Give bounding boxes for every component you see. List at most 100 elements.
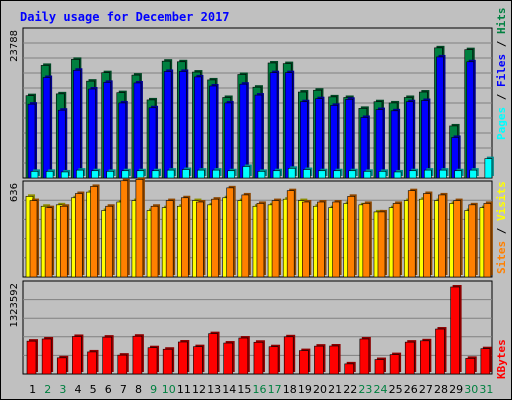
bar-pages-23-face: [363, 171, 372, 179]
y-max-label-kbytes: 1323592: [9, 283, 20, 328]
bar-files-27-face: [421, 100, 429, 179]
bar-kbytes-28-face: [435, 328, 445, 375]
bar-pages-6-face: [106, 171, 114, 179]
bar-sites-25-face: [392, 203, 401, 278]
bar-kbytes-12-face: [193, 346, 203, 375]
bar-files-28-face: [436, 56, 444, 179]
bar-pages-15: [242, 164, 252, 179]
bar-sites-27: [423, 191, 433, 278]
bar-kbytes-29: [450, 285, 462, 375]
bar-sites-16-face: [256, 203, 265, 278]
bar-sites-5: [90, 184, 100, 278]
bar-kbytes-7-face: [117, 354, 128, 375]
bar-pages-25-face: [393, 171, 402, 179]
bar-files-10-face: [163, 71, 172, 179]
bar-kbytes-27-face: [420, 340, 430, 375]
x-tick-label-25: 25: [389, 383, 403, 396]
bar-sites-4: [75, 191, 85, 278]
bar-pages-7: [121, 168, 131, 179]
bar-sites-18-face: [286, 190, 295, 278]
bar-files-15-face: [239, 83, 248, 179]
bar-files-30: [466, 59, 476, 179]
bar-kbytes-14: [223, 341, 235, 375]
bar-files-3: [57, 108, 68, 179]
bar-files-21-face: [330, 105, 338, 179]
bar-kbytes-16-face: [253, 341, 264, 375]
bar-kbytes-20-face: [314, 345, 324, 375]
bar-sites-14: [226, 185, 236, 278]
bar-pages-30: [469, 168, 479, 179]
bar-sites-9: [150, 204, 161, 278]
bar-pages-24-face: [378, 171, 387, 179]
bar-kbytes-26: [404, 340, 417, 375]
bar-sites-24: [377, 209, 387, 278]
bar-pages-2: [45, 169, 56, 179]
bar-pages-14-face: [227, 170, 235, 179]
bar-pages-1: [30, 169, 40, 179]
bar-sites-3-face: [59, 205, 68, 278]
bar-pages-17-face: [272, 170, 281, 179]
bar-kbytes-19-face: [299, 350, 309, 375]
bar-pages-6: [106, 169, 116, 179]
bar-kbytes-18: [283, 334, 296, 375]
bar-pages-20: [318, 168, 328, 179]
bar-files-25-face: [390, 110, 399, 179]
bar-pages-10-face: [166, 169, 175, 179]
bar-sites-11-face: [180, 197, 189, 278]
bar-kbytes-13: [208, 331, 220, 375]
legend-hits: Pages / Files / Hits: [495, 8, 508, 141]
bar-files-22: [345, 97, 355, 179]
bar-pages-31-face: [484, 158, 493, 179]
bar-pages-3-face: [60, 171, 69, 179]
bar-sites-11: [180, 195, 191, 278]
bar-sites-30: [468, 202, 478, 278]
bar-kbytes-6-face: [102, 336, 112, 375]
bar-sites-12-face: [196, 201, 204, 278]
bar-kbytes-31-face: [480, 348, 491, 375]
bar-files-9-face: [148, 107, 157, 179]
x-tick-label-28: 28: [434, 383, 448, 396]
bar-kbytes-8: [132, 334, 144, 375]
bar-pages-8-face: [136, 170, 145, 179]
bar-files-9: [148, 105, 159, 179]
bar-sites-9-face: [150, 205, 159, 278]
bar-sites-7-face: [120, 180, 129, 278]
bar-pages-19: [303, 167, 313, 179]
bar-kbytes-9: [147, 345, 160, 375]
bar-sites-27-face: [423, 193, 431, 278]
bar-pages-7-face: [121, 170, 130, 179]
bar-sites-26: [407, 188, 418, 278]
bar-pages-15-face: [242, 166, 251, 179]
bar-files-27: [421, 98, 431, 179]
bar-pages-13: [212, 168, 222, 179]
x-tick-label-23: 23: [358, 383, 372, 396]
bar-files-8: [133, 80, 143, 179]
bar-kbytes-5-face: [87, 351, 97, 375]
legend-item-files: Files: [495, 54, 508, 87]
bar-kbytes-10-face: [162, 348, 173, 375]
bar-pages-9-face: [151, 170, 160, 179]
bar-pages-18: [287, 166, 298, 179]
legend-separator: /: [495, 221, 508, 241]
bar-kbytes-26-face: [404, 341, 415, 375]
bar-kbytes-20: [314, 344, 326, 375]
bar-sites-6-face: [105, 205, 113, 278]
bar-kbytes-14-face: [223, 342, 233, 375]
x-tick-label-5: 5: [90, 383, 97, 396]
bar-pages-11-face: [181, 169, 190, 179]
bar-pages-29-face: [454, 170, 462, 179]
bar-kbytes-8-face: [132, 335, 143, 375]
bar-sites-24-face: [377, 211, 386, 278]
x-tick-label-17: 17: [268, 383, 282, 396]
bar-pages-29: [454, 168, 464, 179]
bar-files-24-face: [375, 109, 384, 179]
bar-pages-14: [227, 168, 237, 179]
bar-files-5: [88, 87, 98, 179]
x-tick-label-22: 22: [343, 383, 357, 396]
bar-pages-12: [197, 168, 207, 179]
bar-sites-4-face: [75, 193, 83, 278]
bar-files-26: [405, 99, 416, 179]
bar-sites-6: [105, 204, 115, 278]
bar-kbytes-24-face: [374, 359, 385, 375]
bar-sites-28: [438, 192, 448, 278]
